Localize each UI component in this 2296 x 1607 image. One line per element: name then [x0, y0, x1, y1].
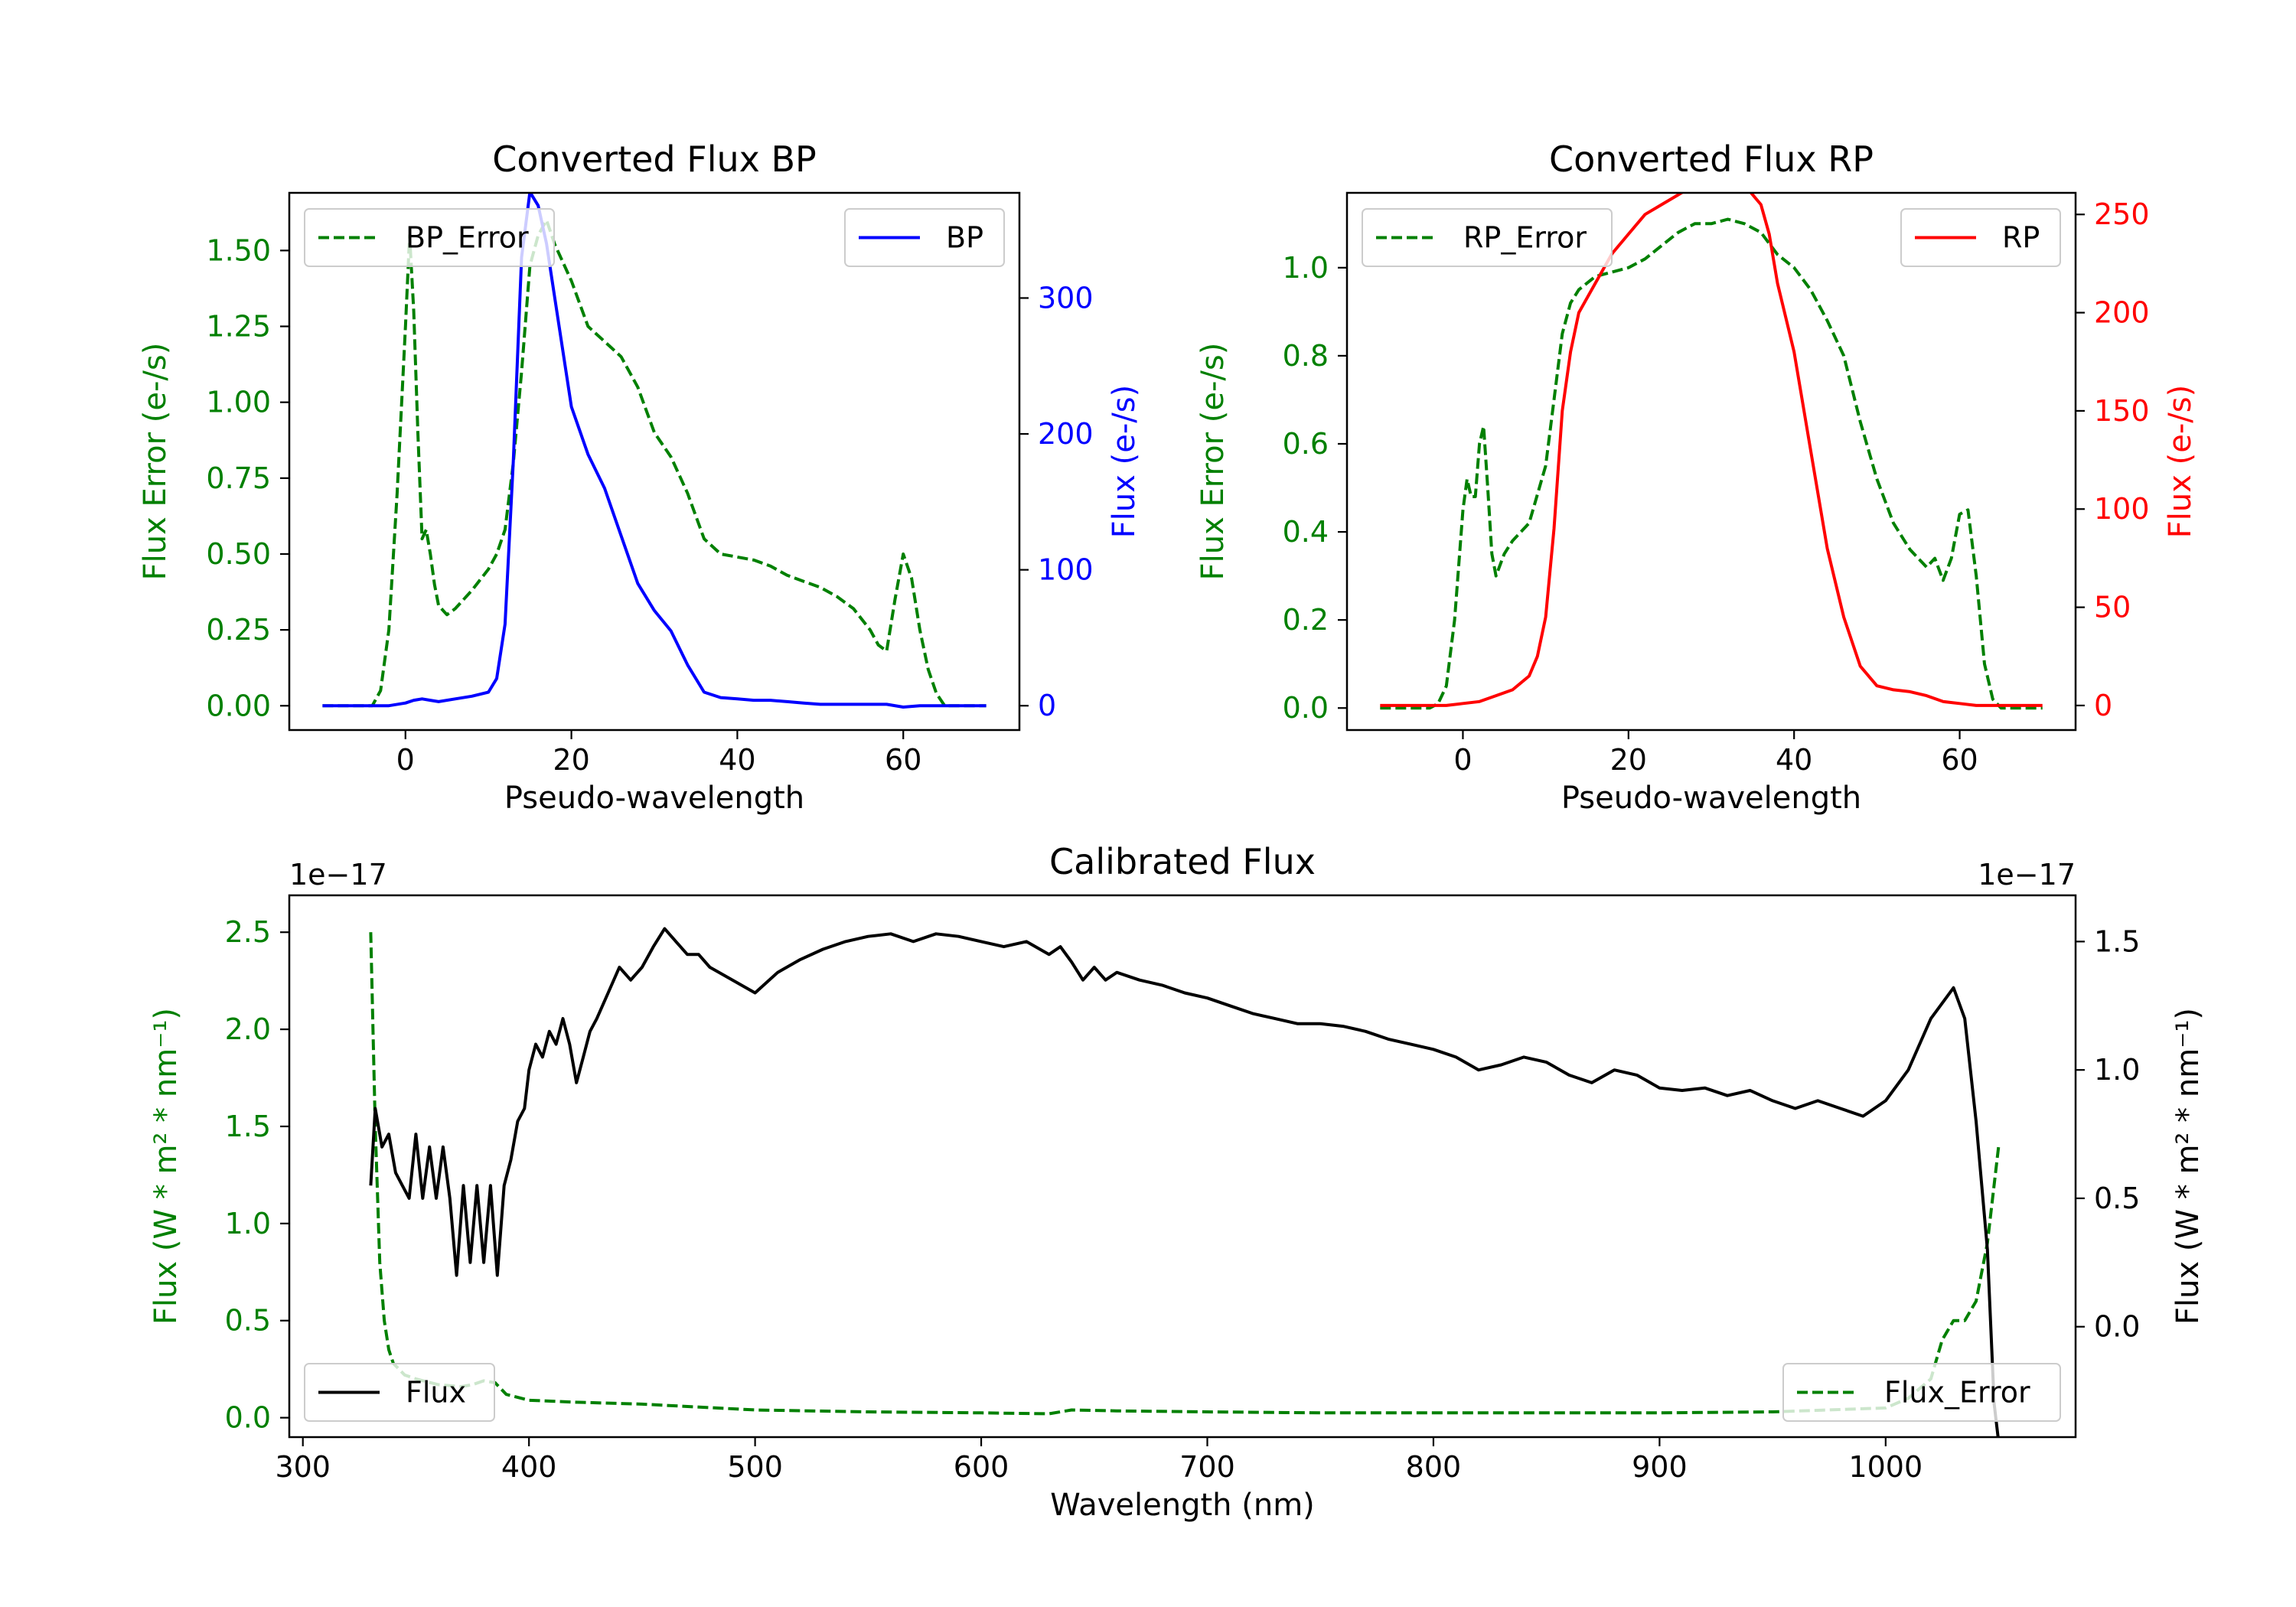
legend-flux: BP — [844, 208, 1005, 267]
x-tick-label: 300 — [275, 1450, 331, 1484]
y-right-tick-label: 150 — [2094, 394, 2150, 428]
legend-frame — [304, 208, 555, 267]
y-left-axis-label: Flux Error (e-/s) — [1195, 343, 1231, 581]
chart-title: Calibrated Flux — [1049, 841, 1316, 882]
y-left-tick-label: 2.0 — [225, 1012, 271, 1046]
y-left-offset-label: 1e−17 — [289, 858, 387, 892]
legend-label: RP — [2002, 221, 2040, 255]
y-right-tick-label: 1.5 — [2094, 924, 2140, 958]
series-bp-error — [322, 218, 987, 708]
legend-frame — [1900, 208, 2061, 267]
y-right-tick-label: 0 — [2094, 689, 2112, 722]
y-left-tick-label: 1.0 — [1283, 251, 1329, 285]
x-tick-label: 60 — [1941, 743, 1978, 777]
y-right-tick-label: 100 — [1038, 553, 1094, 587]
series-flux — [369, 927, 2000, 1437]
y-left-tick-label: 1.5 — [225, 1110, 271, 1143]
legend-frame — [1782, 1363, 2061, 1422]
x-tick-label: 800 — [1406, 1450, 1462, 1484]
x-tick-label: 20 — [1610, 743, 1647, 777]
y-left-tick-label: 0.25 — [206, 613, 271, 647]
legend-label: BP_Error — [406, 221, 529, 255]
x-tick-label: 0 — [396, 743, 415, 777]
y-right-tick-label: 0.0 — [2094, 1310, 2140, 1344]
x-tick-label: 0 — [1453, 743, 1472, 777]
y-right-offset-label: 1e−17 — [1978, 858, 2076, 892]
chart-title: Converted Flux RP — [1549, 139, 1874, 180]
x-tick-label: 500 — [727, 1450, 783, 1484]
legend-flux: RP — [1900, 208, 2061, 267]
legend-label: BP — [946, 221, 983, 255]
y-right-tick-label: 200 — [2094, 296, 2150, 330]
y-left-tick-label: 0.0 — [1283, 691, 1329, 725]
x-axis-label: Pseudo-wavelength — [504, 781, 804, 816]
plot-frame — [288, 191, 1021, 732]
chart-3: 300 400 500 600 700 800 900 1000 0.0 0.5 1.0 1.5 2.0… — [148, 841, 2206, 1523]
x-tick-label: 20 — [553, 743, 589, 777]
series-rp — [1380, 193, 2043, 707]
x-axis-label: Wavelength (nm) — [1050, 1488, 1315, 1523]
y-right-tick-label: 100 — [2094, 492, 2150, 526]
y-right-axis-label: Flux (W * m² * nm⁻¹) — [2170, 1008, 2206, 1325]
series-flux-error — [369, 932, 2001, 1416]
legend-error: BP_Error — [304, 208, 555, 267]
chart-1: 0 20 40 60 0.00 0.25 0.50 0.75 1.00 1.25 1.50 0 100 2… — [138, 139, 1142, 816]
y-right-axis-label: Flux (e-/s) — [1107, 385, 1142, 538]
y-right-tick-label: 0.5 — [2094, 1182, 2140, 1215]
x-tick-label: 40 — [719, 743, 755, 777]
y-right-axis-label: Flux (e-/s) — [2163, 385, 2198, 538]
y-right-tick-label: 0 — [1038, 689, 1056, 722]
y-left-tick-label: 1.00 — [206, 386, 271, 419]
plot-frame — [1345, 191, 2077, 732]
x-tick-label: 400 — [501, 1450, 557, 1484]
y-left-tick-label: 0.5 — [225, 1304, 271, 1338]
y-left-tick-label: 0.4 — [1283, 515, 1329, 549]
legend-frame — [304, 1363, 495, 1422]
y-right-tick-label: 50 — [2094, 591, 2131, 624]
y-left-tick-label: 0.75 — [206, 461, 271, 495]
y-left-tick-label: 2.5 — [225, 915, 271, 949]
chart-title: Converted Flux BP — [492, 139, 817, 180]
x-axis-label: Pseudo-wavelength — [1561, 781, 1861, 816]
x-tick-label: 60 — [885, 743, 921, 777]
chart-2: 0 20 40 60 0.0 0.2 0.4 0.6 0.8 1.0 0 50 100 150 200 250… — [1195, 139, 2198, 816]
y-left-tick-label: 1.0 — [225, 1207, 271, 1240]
y-left-axis-label: Flux Error (e-/s) — [138, 343, 173, 581]
y-left-tick-label: 0.8 — [1283, 339, 1329, 373]
series-rp-error — [1380, 217, 2043, 710]
x-tick-label: 700 — [1179, 1450, 1235, 1484]
x-tick-label: 1000 — [1848, 1450, 1923, 1484]
legend-frame — [844, 208, 1005, 267]
legend-flux-error: Flux_Error — [1782, 1363, 2061, 1422]
y-left-tick-label: 1.25 — [206, 310, 271, 344]
y-left-tick-label: 0.50 — [206, 537, 271, 571]
plot-frame — [288, 894, 2077, 1439]
y-right-tick-label: 1.0 — [2094, 1053, 2140, 1087]
y-left-axis-label: Flux (W * m² * nm⁻¹) — [148, 1008, 184, 1325]
legend-error: RP_Error — [1362, 208, 1613, 267]
y-left-tick-label: 0.6 — [1283, 427, 1329, 461]
y-right-tick-label: 250 — [2094, 197, 2150, 231]
y-left-tick-label: 0.00 — [206, 689, 271, 722]
legend-frame — [1362, 208, 1613, 267]
y-left-tick-label: 0.2 — [1283, 603, 1329, 637]
x-tick-label: 40 — [1776, 743, 1812, 777]
y-right-tick-label: 300 — [1038, 281, 1094, 315]
x-tick-label: 900 — [1632, 1450, 1688, 1484]
y-left-tick-label: 0.0 — [225, 1401, 271, 1435]
y-right-tick-label: 200 — [1038, 417, 1094, 451]
y-left-tick-label: 1.50 — [206, 233, 271, 267]
x-tick-label: 600 — [954, 1450, 1009, 1484]
series-bp — [322, 193, 987, 709]
legend-flux: Flux — [304, 1363, 495, 1422]
legend-label: RP_Error — [1463, 221, 1587, 255]
legend-label: Flux_Error — [1884, 1376, 2030, 1410]
legend-label: Flux — [406, 1376, 466, 1410]
